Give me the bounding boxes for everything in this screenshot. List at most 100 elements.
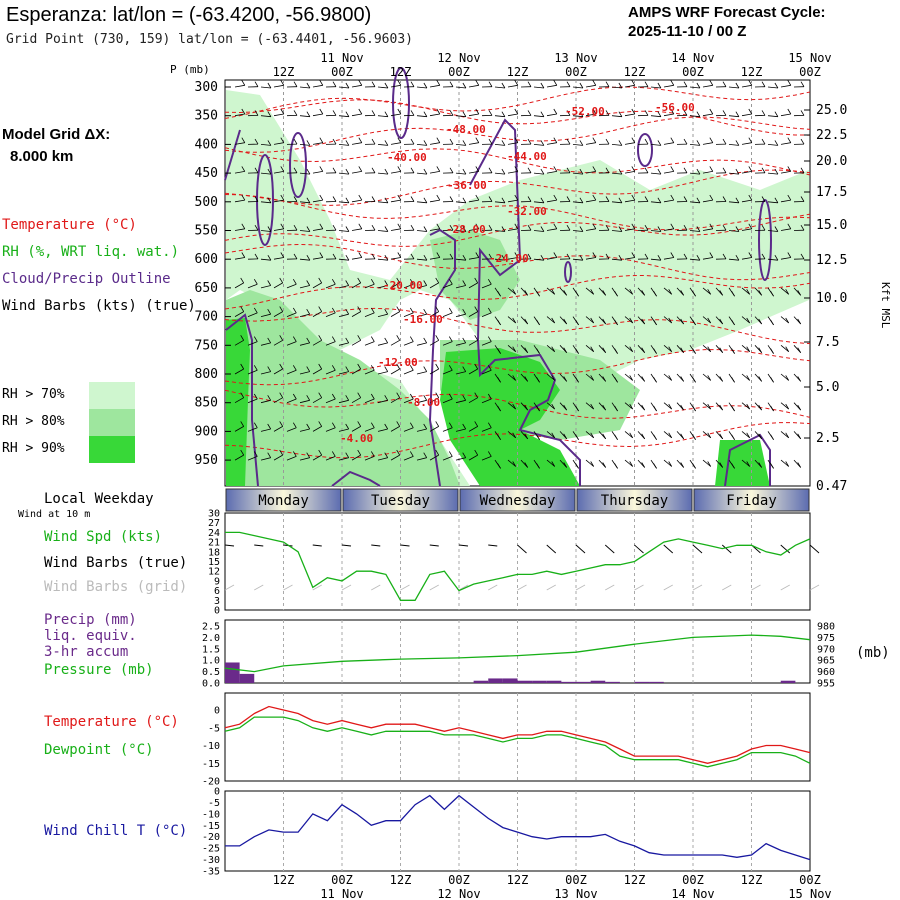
wind-barb	[364, 283, 375, 289]
wind-barb	[533, 144, 544, 146]
wind-barb	[585, 431, 594, 439]
wind-barb	[286, 427, 297, 432]
wind-barb-flag	[590, 461, 595, 467]
wind-barb-flag	[774, 254, 779, 261]
wind-barb-flag	[357, 363, 362, 370]
wind-barb	[234, 199, 245, 203]
wind-barb-flag	[292, 393, 297, 400]
wind-barb	[273, 454, 283, 461]
wind-barb-flag	[318, 277, 323, 284]
rh90-swatch	[89, 436, 135, 463]
wind-barb-flag	[332, 253, 337, 260]
wind-barb	[507, 228, 518, 231]
wind-barb	[546, 373, 555, 381]
wind-barb	[390, 311, 400, 317]
wind-barb-flag	[709, 223, 714, 230]
wind-barb-flag	[357, 277, 362, 284]
height-tick-label: 12.5	[816, 253, 847, 268]
wind-barb	[273, 339, 283, 346]
temperature-line	[224, 705, 811, 764]
wind-barb	[234, 397, 244, 404]
wind-barb-flag	[680, 433, 685, 440]
wind-barb	[429, 228, 440, 231]
wind-barb-flag	[540, 111, 545, 117]
pressure-axis-ticks: 300 350 400 450 500 550 600 650 700 750 800 850 900 9…	[195, 80, 231, 468]
wind-barb	[416, 230, 427, 232]
wind-barb-flag	[384, 226, 389, 232]
wind-barb	[585, 316, 594, 324]
wind-barb	[650, 172, 661, 175]
surface-wind-barb	[254, 544, 264, 547]
wind-barb	[390, 84, 401, 88]
wind-barb-flag	[292, 365, 297, 371]
wind-barb-flag	[423, 280, 428, 286]
wind-barb-flag	[527, 224, 532, 231]
wind-barb-flag	[683, 224, 688, 231]
wind-barb-flag	[306, 452, 311, 458]
wind-barb	[260, 201, 271, 204]
height-tick-label: 17.5	[816, 185, 847, 200]
wind-barb	[702, 287, 711, 295]
wind-barb-flag	[514, 166, 519, 172]
wind-barb	[351, 171, 362, 174]
top-date-label: 11 Nov	[320, 51, 363, 65]
wind-barb-flag	[592, 80, 597, 86]
wind-barb	[663, 228, 674, 231]
wind-barb-flag	[553, 194, 558, 201]
wind-barb-flag	[631, 108, 636, 115]
wind-chill-line	[225, 794, 811, 861]
wind-barb-flag	[524, 404, 529, 411]
top-date-label: 12 Nov	[437, 51, 480, 65]
wind-barb-flag	[644, 196, 649, 202]
wind-barb-flag	[735, 226, 740, 232]
wind-barb-flag	[653, 290, 657, 297]
wind-barb-flag	[409, 278, 414, 285]
wind-barb-flag	[785, 432, 790, 439]
wind-barb	[585, 142, 596, 145]
wind-barbs-grid-label: Wind Barbs (grid)	[44, 579, 188, 595]
top-hour-label: 00Z	[682, 65, 704, 79]
height-tick-label: 0.47	[816, 479, 847, 494]
wind-barb	[702, 228, 713, 231]
y-tick-label: 970	[817, 644, 835, 655]
wind-barb-flag	[292, 278, 297, 285]
grid-wind-barb	[488, 584, 498, 591]
y-tick-label: 980	[817, 622, 835, 633]
wind-barb-flag	[436, 137, 441, 143]
wind-barb	[416, 371, 427, 375]
wind-barb-flag	[657, 168, 662, 175]
wind-barb	[312, 199, 323, 203]
y-tick-label: 24	[208, 528, 220, 539]
wind-barb-flag	[680, 347, 685, 353]
wind-barb	[273, 199, 284, 203]
wind-barb	[611, 258, 622, 261]
wind-barb	[741, 373, 750, 381]
wind-barb	[585, 344, 594, 353]
height-tick-label: 15.0	[816, 218, 847, 233]
wind-barb	[468, 311, 478, 317]
wind-barb-flag	[448, 278, 453, 285]
wind-barb-flag	[774, 226, 779, 232]
wind-barb-flag	[241, 223, 246, 230]
precip-liq-label: liq. equiv.	[44, 628, 137, 644]
wind-barb	[377, 258, 388, 261]
wind-barb	[702, 316, 711, 324]
wind-barb	[325, 427, 336, 432]
wind-barb-flag	[267, 280, 272, 286]
wind-barb-flag	[371, 253, 376, 260]
legend-rh90-label: RH > 90%	[2, 441, 65, 456]
wind-barb	[650, 258, 661, 261]
wind-barb-flag	[345, 168, 350, 175]
wind-barb-flag	[631, 252, 636, 258]
wind-barb	[780, 142, 791, 145]
wind-barb-flag	[553, 108, 558, 115]
wind-barb-flag	[670, 108, 675, 115]
wind-barb-flag	[345, 308, 350, 315]
wind-barb-flag	[397, 166, 402, 172]
surface-wind-barb	[488, 544, 498, 547]
wind-barb-flag	[602, 290, 607, 296]
temperature-contour	[224, 389, 811, 419]
wind-barb-flag	[253, 393, 258, 400]
wind-barb-flag	[746, 403, 751, 410]
grid-wind-barb	[663, 584, 673, 591]
